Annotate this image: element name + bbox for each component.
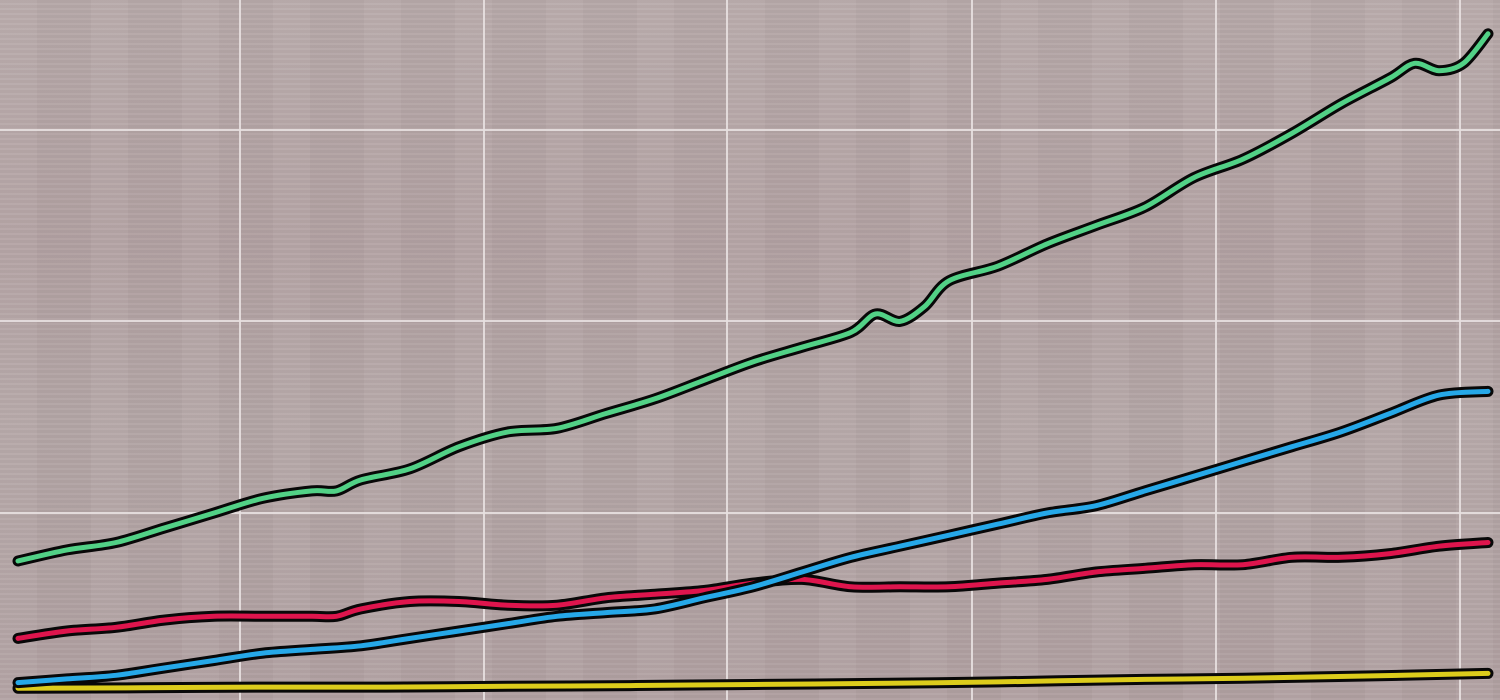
- series-line: [15, 670, 1491, 691]
- series-line-outline: [12, 28, 1494, 567]
- series-lines: [12, 28, 1494, 694]
- series-line-group: [12, 667, 1494, 694]
- series-line-group: [12, 28, 1494, 567]
- series-line: [15, 31, 1491, 564]
- series-line-outline: [12, 385, 1494, 689]
- series-line: [15, 388, 1491, 686]
- series-line: [15, 540, 1491, 641]
- series-line-group: [12, 537, 1494, 644]
- series-line-group: [12, 385, 1494, 689]
